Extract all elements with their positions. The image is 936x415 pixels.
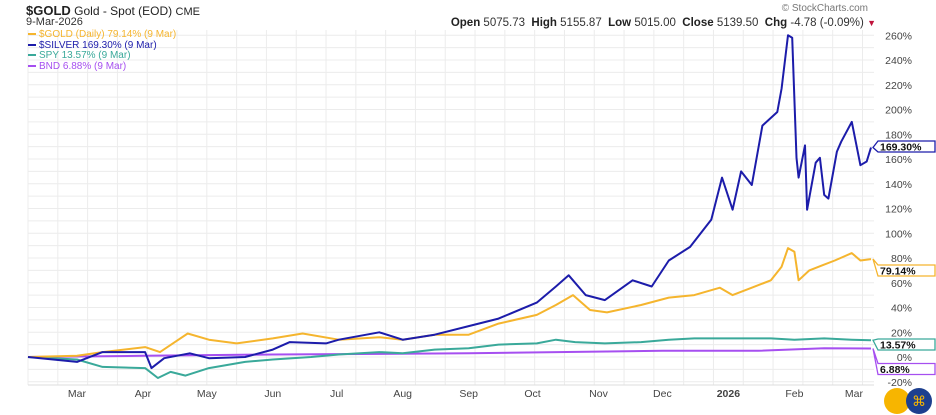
y-tick-label: -20% [887,377,912,389]
x-tick-label: Sep [459,388,478,400]
x-tick-label: Nov [589,388,608,400]
brand-watermark: © StockCharts.com [781,3,868,14]
y-tick-label: 80% [891,253,912,265]
ohlc-readout: Open 5075.73 High 5155.87 Low 5015.00 Cl… [451,17,876,29]
y-tick-label: 60% [891,278,912,290]
down-arrow-icon: ▼ [867,18,876,28]
x-tick-label: Jul [330,388,343,400]
y-tick-label: 220% [885,80,912,92]
end-value-tag [872,338,936,351]
y-tick-label: 40% [891,303,912,315]
series-line-silver [27,34,872,370]
y-tick-label: 200% [885,105,912,117]
symbol: $GOLD [26,3,71,18]
x-tick-label: Aug [393,388,412,400]
y-tick-label: 240% [885,55,912,67]
x-tick-label: May [197,388,218,400]
series-line-gold [27,247,872,358]
low-label: Low [608,17,632,29]
logo-yellow-circle [884,388,910,414]
legend-swatch [28,43,36,46]
legend-item: $SILVER 169.30% (9 Mar) [28,39,176,52]
end-value-tag [872,140,936,153]
x-tick-label: Apr [135,388,152,400]
legend-label: $SILVER 169.30% (9 Mar) [39,39,157,51]
exchange: CME [175,6,200,18]
legend-item: $GOLD (Daily) 79.14% (9 Mar) [28,29,177,41]
series-line-spy [27,337,872,379]
x-tick-label: Oct [524,388,540,400]
open-label: Open [450,17,481,29]
y-tick-label: 0% [897,352,912,364]
y-tick-label: 140% [885,179,912,191]
symbol-name: Gold - Spot (EOD) [74,4,173,18]
logo-navy-circle[interactable]: ⌘ [906,388,932,414]
y-tick-label: 20% [891,327,912,339]
end-value-label: 79.14% [880,266,916,278]
end-value-label: 6.88% [880,364,910,376]
chg-value: -4.78 (-0.09%) [790,17,864,29]
y-tick-label: 260% [885,30,912,42]
high-value: 5155.87 [560,17,602,29]
legend-item: SPY 13.57% (9 Mar) [28,50,176,62]
x-tick-label: Jun [264,388,281,400]
y-tick-label: 120% [885,204,912,216]
legend-swatch [28,33,36,36]
close-label: Close [682,17,714,29]
legend-label: $GOLD (Daily) 79.14% (9 Mar) [39,29,177,40]
legend-swatch [28,64,36,67]
x-tick-label: Dec [653,388,672,400]
legend-label: BND 6.88% (9 Mar) [39,60,127,72]
end-value-tag [872,258,936,277]
high-label: High [531,17,557,29]
low-value: 5015.00 [634,17,676,29]
series-line-bnd [27,347,872,358]
end-value-label: 169.30% [880,142,922,154]
legend-label: SPY 13.57% (9 Mar) [39,50,131,61]
end-value-tag [872,348,936,376]
y-tick-label: 160% [885,154,912,166]
open-value: 5075.73 [483,17,525,29]
end-value-label: 13.57% [880,340,916,352]
x-tick-label: 2026 [717,388,741,400]
x-tick-label: Feb [785,388,803,400]
y-tick-label: 180% [885,129,912,141]
chart-title: $GOLD Gold - Spot (EOD) CME [26,3,200,18]
legend: $GOLD (Daily) 79.14% (9 Mar) $SILVER 169.… [28,29,177,73]
legend-item: BND 6.88% (9 Mar) [28,60,176,73]
y-tick-label: 100% [885,228,912,240]
close-value: 5139.50 [716,17,759,29]
chart-date: 9-Mar-2026 [26,16,83,28]
chg-label: Chg [764,17,788,29]
x-tick-label: Mar [845,388,864,400]
x-tick-label: Mar [68,388,87,400]
legend-swatch [28,54,36,57]
